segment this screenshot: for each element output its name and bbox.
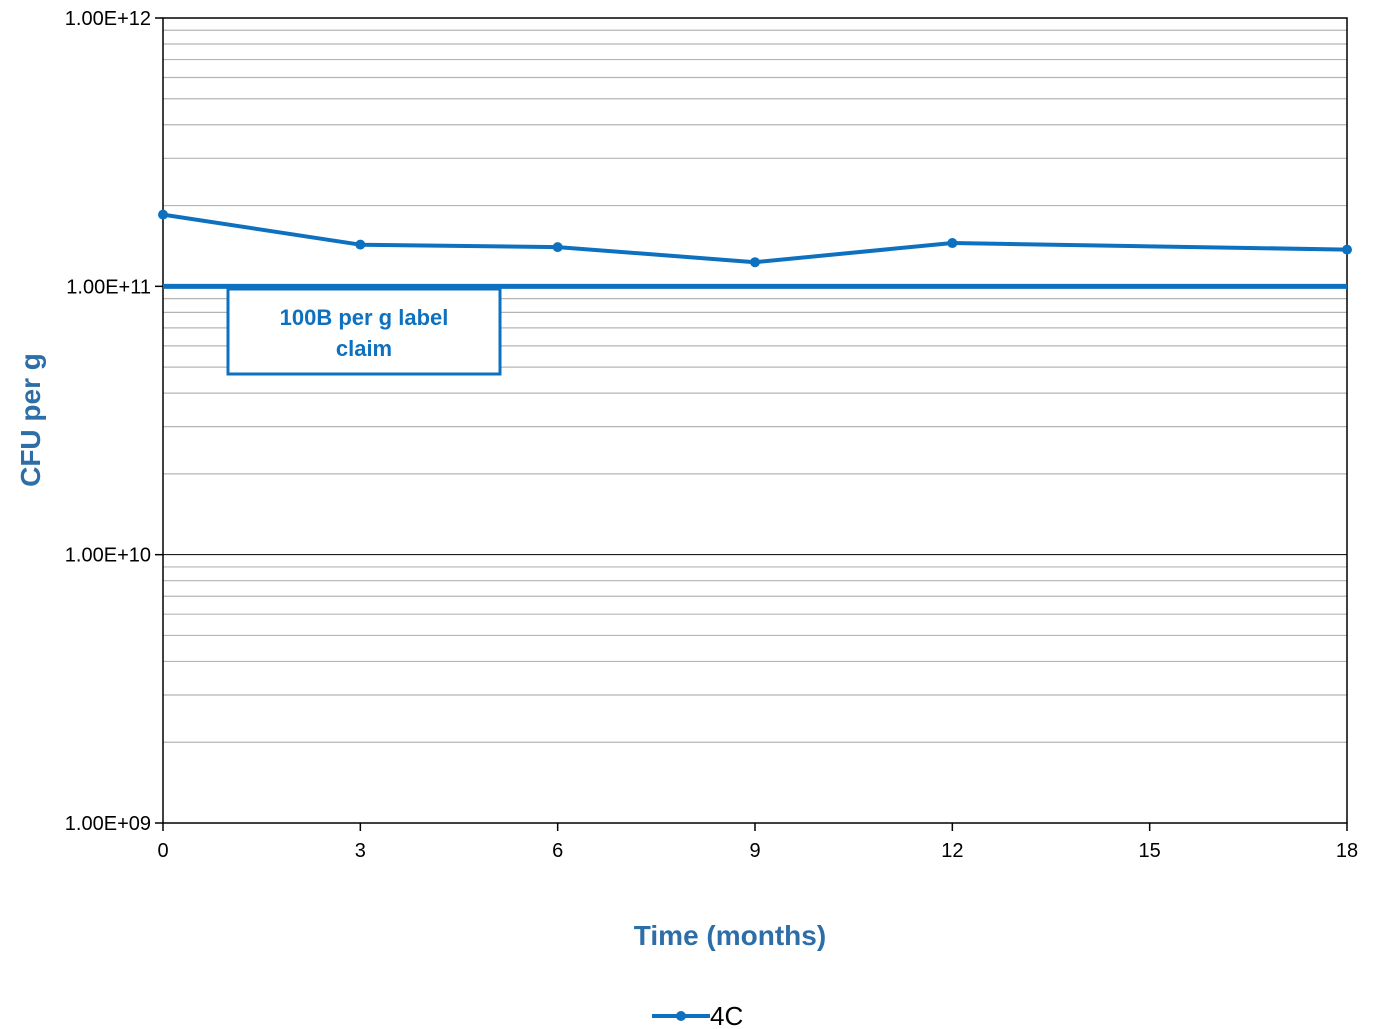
y-tick-label: 1.00E+10 (65, 545, 151, 567)
data-point (947, 238, 958, 249)
x-tick-label: 0 (157, 840, 168, 862)
legend-marker-4c (676, 1011, 686, 1021)
y-axis-ticks: 1.00E+09 1.00E+10 1.00E+11 1.00E+12 (65, 8, 163, 835)
data-point (355, 239, 366, 250)
legend-label-4c: 4C (710, 1001, 743, 1029)
y-tick-label: 1.00E+09 (65, 813, 151, 835)
annotation-line-1: 100B per g label (280, 305, 449, 330)
y-tick-label: 1.00E+11 (66, 276, 151, 298)
y-axis-title: CFU per g (15, 353, 46, 487)
x-tick-label: 6 (552, 840, 563, 862)
minor-gridlines (163, 29, 1347, 743)
annotation-line-2: claim (336, 336, 392, 361)
x-tick-label: 12 (941, 840, 963, 862)
data-point (158, 209, 168, 220)
plot-area-frame (162, 17, 1348, 824)
series-line-0 (162, 212, 1348, 265)
series-layer (158, 209, 1352, 268)
data-point (1342, 244, 1352, 255)
data-point (552, 242, 563, 253)
x-axis-ticks: 0 3 6 9 12 15 18 (157, 823, 1358, 862)
x-tick-label: 15 (1139, 840, 1161, 862)
label-claim-annotation: 100B per g label claim (226, 287, 502, 376)
y-tick-label: 1.00E+12 (65, 8, 151, 30)
legend: 4C (652, 1001, 743, 1029)
x-tick-label: 9 (749, 840, 760, 862)
x-tick-label: 18 (1336, 840, 1358, 862)
data-point (750, 257, 760, 268)
x-tick-label: 3 (355, 840, 366, 862)
annotation-box (226, 287, 502, 376)
x-axis-title: Time (months) (634, 920, 826, 951)
